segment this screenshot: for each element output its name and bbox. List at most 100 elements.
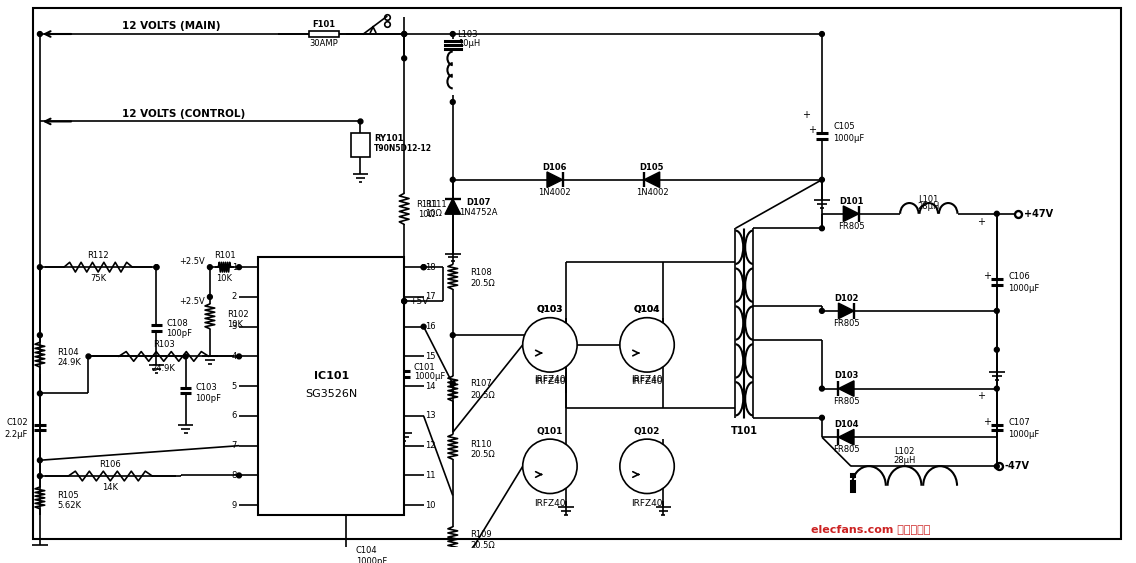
Polygon shape xyxy=(838,303,854,319)
Text: 28μH: 28μH xyxy=(918,203,939,212)
Text: 16: 16 xyxy=(426,322,436,331)
Text: D107: D107 xyxy=(466,198,491,207)
Text: -47V: -47V xyxy=(1004,461,1029,471)
Text: 28μH: 28μH xyxy=(893,456,916,465)
Text: C105: C105 xyxy=(834,122,855,131)
Text: +2.5V: +2.5V xyxy=(179,257,204,266)
Text: +5V: +5V xyxy=(409,297,428,306)
Text: 10: 10 xyxy=(426,501,436,510)
Circle shape xyxy=(421,265,426,270)
Text: L103: L103 xyxy=(458,29,478,38)
Text: 20.5Ω: 20.5Ω xyxy=(470,391,495,400)
Text: 1000pF: 1000pF xyxy=(356,557,387,563)
Circle shape xyxy=(523,439,577,494)
Text: +: + xyxy=(802,110,810,119)
Circle shape xyxy=(819,415,825,420)
Text: +2.5V: +2.5V xyxy=(179,297,204,306)
Text: FR805: FR805 xyxy=(833,397,860,406)
Circle shape xyxy=(402,299,407,303)
Text: IRFZ40: IRFZ40 xyxy=(632,377,662,386)
Text: 9: 9 xyxy=(232,501,237,510)
Text: 17: 17 xyxy=(426,292,436,301)
Text: 18: 18 xyxy=(426,263,436,272)
Circle shape xyxy=(450,333,456,338)
Circle shape xyxy=(37,473,42,479)
Text: 10Ω: 10Ω xyxy=(418,210,435,219)
Text: IRFZ40: IRFZ40 xyxy=(632,376,662,385)
Text: C103: C103 xyxy=(195,383,217,392)
Circle shape xyxy=(208,294,212,300)
Text: +: + xyxy=(983,271,991,281)
Text: L101: L101 xyxy=(919,195,939,204)
Circle shape xyxy=(208,265,212,270)
Text: R101: R101 xyxy=(214,251,235,260)
Polygon shape xyxy=(644,172,660,187)
Text: R106: R106 xyxy=(100,460,122,469)
Text: T90N5D12-12: T90N5D12-12 xyxy=(374,144,432,153)
Circle shape xyxy=(994,309,1000,313)
Text: 5.62K: 5.62K xyxy=(57,501,82,510)
Bar xyxy=(351,133,370,158)
Text: SG3526N: SG3526N xyxy=(306,389,358,399)
Circle shape xyxy=(236,473,242,478)
Text: IRFZ40: IRFZ40 xyxy=(534,376,566,385)
Text: 1N4002: 1N4002 xyxy=(636,188,668,197)
Circle shape xyxy=(994,211,1000,216)
Text: D105: D105 xyxy=(640,163,665,172)
Circle shape xyxy=(236,354,242,359)
Circle shape xyxy=(994,464,1000,469)
Text: IRFZ40: IRFZ40 xyxy=(534,377,566,386)
Text: 1000μF: 1000μF xyxy=(414,373,445,382)
Polygon shape xyxy=(838,381,854,396)
Circle shape xyxy=(620,439,675,494)
Text: 30AMP: 30AMP xyxy=(310,39,339,48)
Text: 1000μF: 1000μF xyxy=(834,135,864,144)
Text: 3: 3 xyxy=(232,322,237,331)
Text: Q103: Q103 xyxy=(536,305,563,314)
Text: R108: R108 xyxy=(470,267,492,276)
Circle shape xyxy=(154,265,159,270)
Text: Q104: Q104 xyxy=(634,305,660,314)
Text: IRFZ40: IRFZ40 xyxy=(632,499,662,508)
Text: R104: R104 xyxy=(57,348,80,357)
Circle shape xyxy=(819,386,825,391)
Circle shape xyxy=(86,354,91,359)
Text: 13: 13 xyxy=(426,412,436,421)
Text: R112: R112 xyxy=(87,251,109,260)
Text: 20.5Ω: 20.5Ω xyxy=(470,279,495,288)
Text: 14K: 14K xyxy=(102,483,118,492)
Circle shape xyxy=(819,309,825,313)
Text: +: + xyxy=(977,391,985,401)
Text: F101: F101 xyxy=(312,20,335,29)
Circle shape xyxy=(450,381,456,386)
Text: IRFZ40: IRFZ40 xyxy=(534,499,566,508)
Text: 20.5Ω: 20.5Ω xyxy=(470,450,495,459)
Text: FR805: FR805 xyxy=(837,222,864,231)
Text: T101: T101 xyxy=(730,426,758,436)
Polygon shape xyxy=(445,199,460,214)
Text: 6: 6 xyxy=(232,412,237,421)
Circle shape xyxy=(450,32,456,37)
Polygon shape xyxy=(843,206,859,221)
Text: FR805: FR805 xyxy=(833,445,860,454)
Text: 12: 12 xyxy=(426,441,436,450)
Text: 10K: 10K xyxy=(217,274,233,283)
Text: C101: C101 xyxy=(414,363,435,372)
Text: 10μH: 10μH xyxy=(458,39,479,48)
Polygon shape xyxy=(838,430,854,445)
Text: elecfans.com 电子发烧友: elecfans.com 电子发烧友 xyxy=(811,525,930,534)
Text: 100pF: 100pF xyxy=(195,394,222,403)
Text: D104: D104 xyxy=(834,420,859,429)
Circle shape xyxy=(402,299,407,303)
Text: IC101: IC101 xyxy=(314,372,349,382)
Text: 20.5Ω: 20.5Ω xyxy=(470,542,495,551)
Circle shape xyxy=(154,265,159,270)
Text: 100pF: 100pF xyxy=(166,329,192,338)
Text: 8: 8 xyxy=(232,471,237,480)
Text: D106: D106 xyxy=(543,163,567,172)
Circle shape xyxy=(402,32,407,37)
Text: 12 VOLTS (CONTROL): 12 VOLTS (CONTROL) xyxy=(123,109,245,119)
Text: 1: 1 xyxy=(232,263,237,272)
Text: 75K: 75K xyxy=(90,274,107,283)
Text: 2: 2 xyxy=(232,292,237,301)
